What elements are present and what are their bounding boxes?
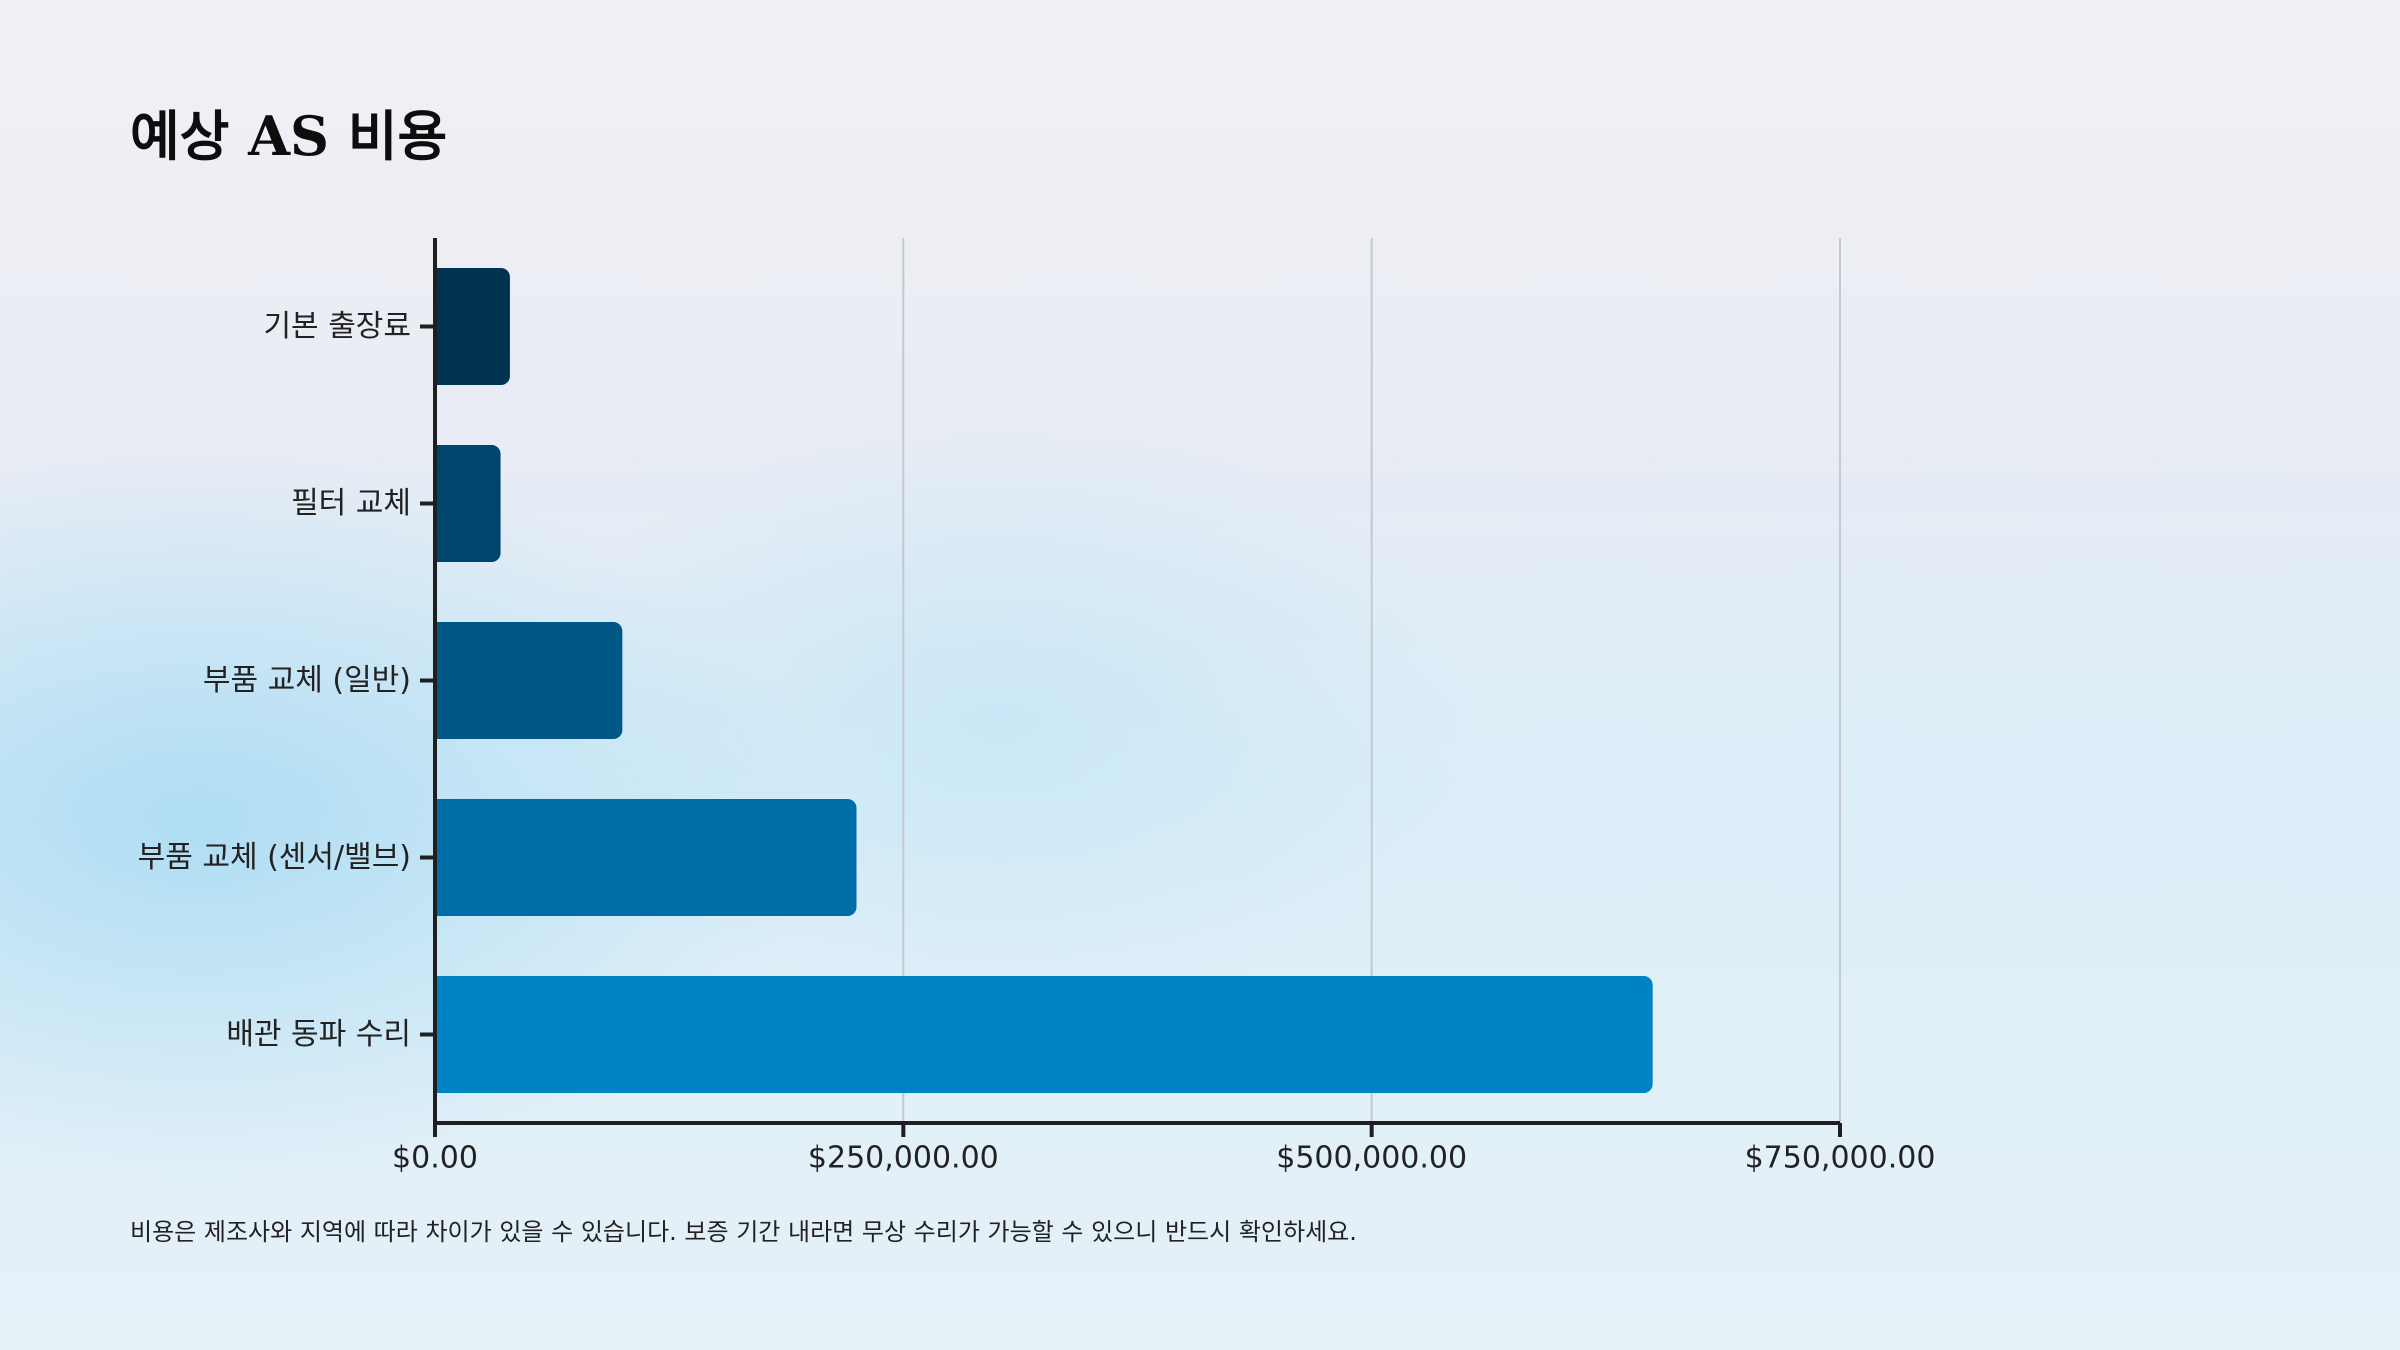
page-title: 예상 AS 비용 xyxy=(130,104,448,168)
category-label: 부품 교체 (센서/밸브) xyxy=(138,840,411,875)
x-tick-label: $750,000.00 xyxy=(1745,1141,1936,1176)
category-label: 기본 출장료 xyxy=(263,309,411,344)
bar xyxy=(435,445,501,562)
x-tick-label: $0.00 xyxy=(392,1141,478,1176)
bar-base xyxy=(435,445,447,562)
bar-base xyxy=(435,268,447,385)
bar xyxy=(435,976,1653,1093)
bars xyxy=(435,268,1653,1093)
x-tick-label: $500,000.00 xyxy=(1276,1141,1467,1176)
bar-base xyxy=(435,622,447,739)
category-label: 배관 동파 수리 xyxy=(226,1017,411,1052)
category-label: 필터 교체 xyxy=(291,486,411,521)
bar-base xyxy=(435,976,447,1093)
axes xyxy=(420,238,1842,1137)
category-label: 부품 교체 (일반) xyxy=(203,663,411,698)
x-tick-label: $250,000.00 xyxy=(808,1141,999,1176)
bar xyxy=(435,622,623,739)
bar-base xyxy=(435,799,447,916)
footnote: 비용은 제조사와 지역에 따라 차이가 있을 수 있습니다. 보증 기간 내라면… xyxy=(130,1218,1357,1246)
bar xyxy=(435,268,510,385)
grid-lines xyxy=(902,238,1841,1123)
bar xyxy=(435,799,857,916)
